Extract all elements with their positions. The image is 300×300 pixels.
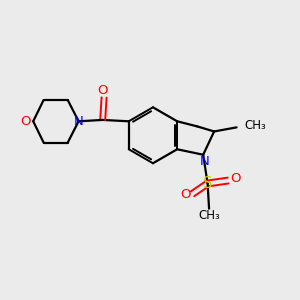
Text: N: N xyxy=(200,155,209,168)
Text: O: O xyxy=(21,115,31,128)
Text: N: N xyxy=(74,115,83,128)
Text: CH₃: CH₃ xyxy=(245,119,267,132)
Text: CH₃: CH₃ xyxy=(198,209,220,222)
Text: S: S xyxy=(203,176,212,191)
Text: O: O xyxy=(230,172,241,185)
Text: O: O xyxy=(180,188,190,202)
Text: O: O xyxy=(98,85,108,98)
